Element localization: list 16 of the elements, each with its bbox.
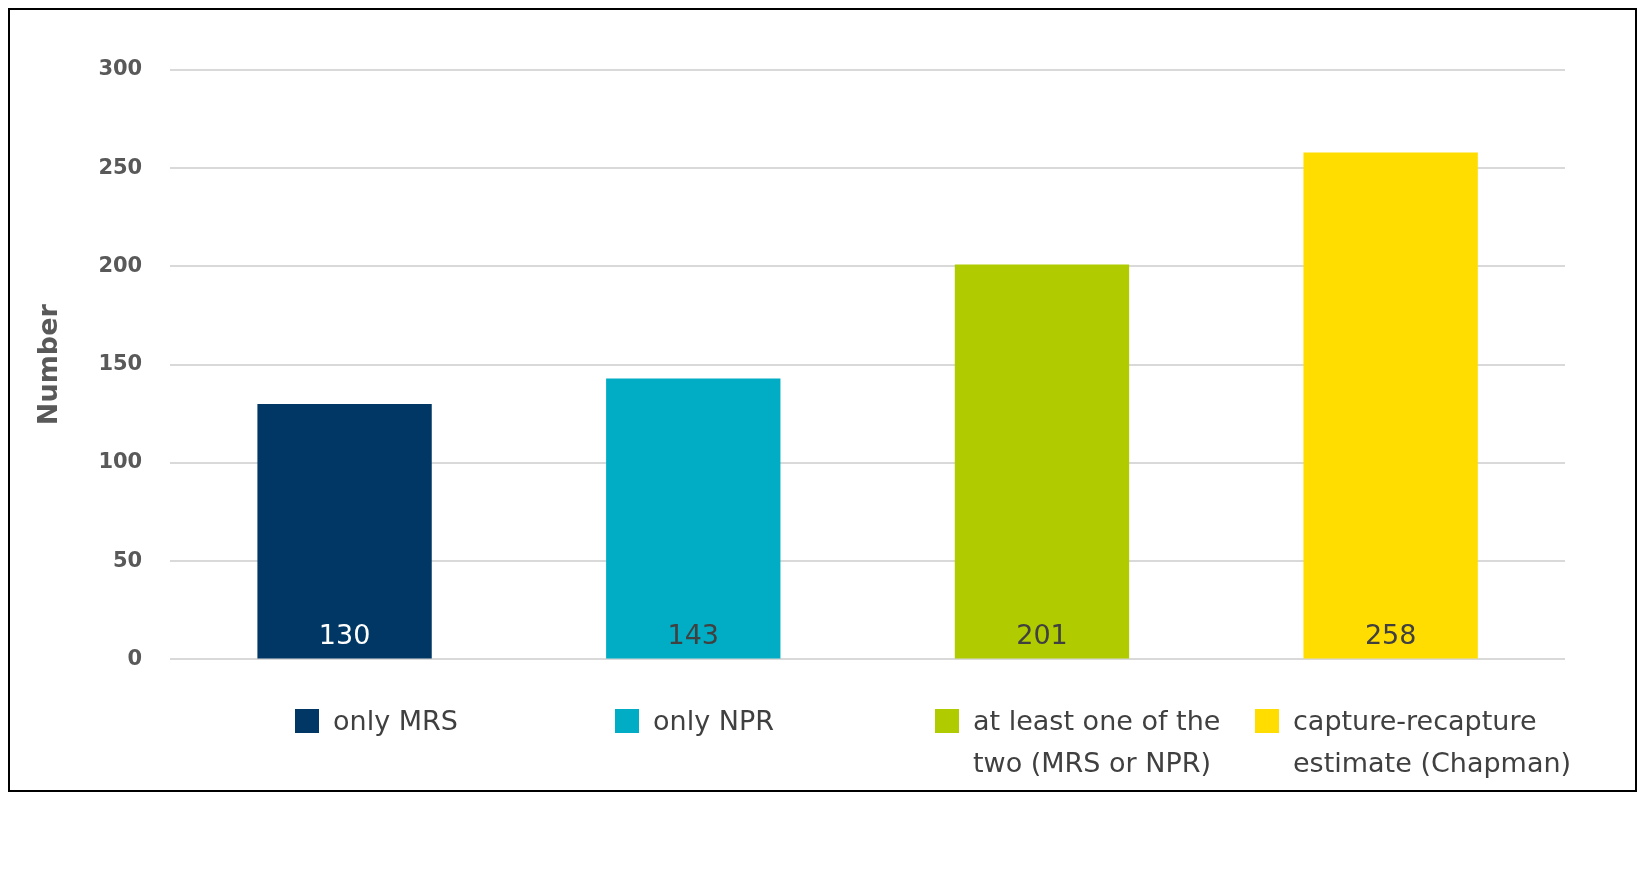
legend-label: only MRS [333,704,458,738]
y-tick-label: 200 [98,252,143,277]
data-label: 201 [1016,618,1068,650]
y-tick-label: 250 [98,154,143,179]
y-axis-title: Number [32,303,64,426]
data-label: 258 [1364,618,1417,650]
legend-label: only NPR [653,704,774,738]
data-label: 143 [667,618,720,650]
y-tick-label: 300 [98,56,143,81]
y-tick-label: 150 [98,351,143,376]
legend-label: at least one of the two (MRS or NPR) [973,704,1222,780]
y-tick-label: 50 [113,547,143,572]
y-tick-label: 100 [98,449,143,474]
data-label: 130 [318,618,371,650]
y-tick-label: 0 [127,645,143,670]
legend-label: capture-recapture estimate (Chapman) [1293,704,1573,780]
